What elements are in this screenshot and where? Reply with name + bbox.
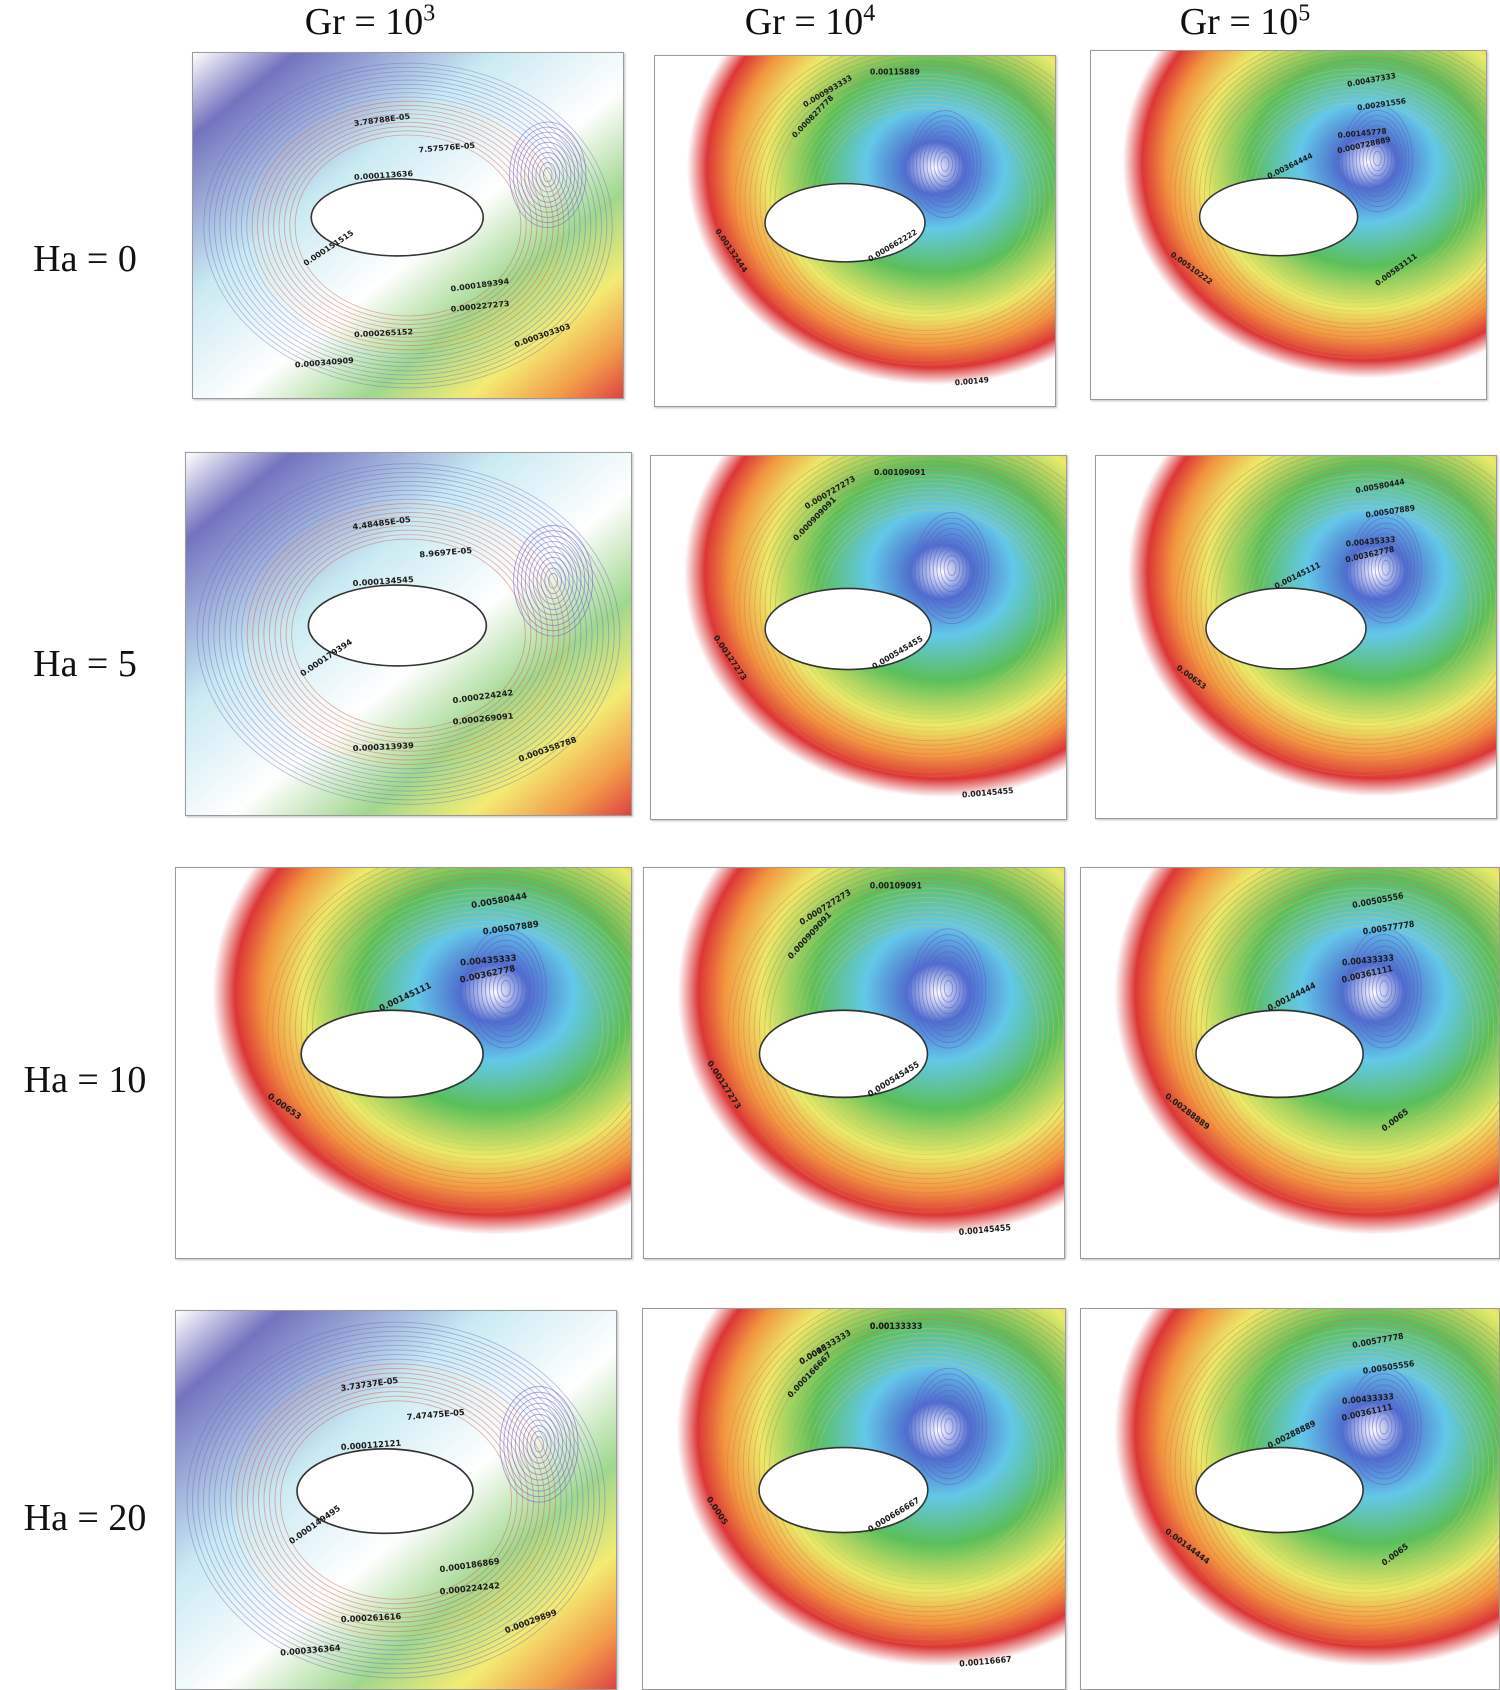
contour-panel: 3.78788E-05 7.57576E-05 0.000113636 0.00015… xyxy=(192,52,624,399)
contour-plot: 0.005804440.005078890.004353330.00362778… xyxy=(176,868,631,1258)
elliptic-cylinder xyxy=(764,182,926,263)
elliptic-cylinder xyxy=(307,584,488,667)
contour-plot: 0.001090910.0007272730.0009090910.000545… xyxy=(651,456,1066,819)
contour-lines xyxy=(1164,1309,1499,1645)
contour-lines xyxy=(734,56,1055,366)
elliptic-cylinder xyxy=(1195,1446,1364,1534)
contour-lines xyxy=(203,62,613,389)
contour-value-label: 0.000112121 xyxy=(340,1438,401,1452)
contour-panel: 0.00505556 0.00577778 0.00433333 0.00361111… xyxy=(1080,867,1500,1259)
contour-value-label: 0.00109091 xyxy=(874,468,926,477)
contour-value-label: 0.000134545 xyxy=(352,574,414,588)
contour-value-label: 0.000265152 xyxy=(354,327,413,339)
contour-value-label: 0.000113636 xyxy=(354,169,414,182)
elliptic-cylinder xyxy=(758,1009,929,1099)
contour-plot: 0.004373330.002915560.001457780.00072888… xyxy=(1091,51,1486,399)
contour-panel: 4.48485E-05 8.9697E-05 0.000134545 0.000179… xyxy=(185,452,632,816)
row-header-ha-10: Ha = 10 xyxy=(23,1059,147,1101)
column-header-gr-1e5: Gr = 105 xyxy=(1179,0,1311,43)
contour-plot: 0.0010.0008333330.0001666670.0006666670.… xyxy=(643,1309,1065,1689)
contour-lines xyxy=(196,463,621,805)
contour-plot: 3.73737E-057.47475E-050.0001121210.00014… xyxy=(176,1311,616,1689)
contour-panel: 0.00437333 0.00291556 0.00145778 0.00072888… xyxy=(1090,50,1487,400)
contour-plot: 3.78788E-057.57576E-050.0001136360.00015… xyxy=(193,53,623,398)
contour-plot: 0.001158890.0009933330.0008277780.000662… xyxy=(655,56,1055,406)
contour-value-label: 0.00149 xyxy=(954,375,989,387)
contour-value-label: 8.9697E-05 xyxy=(419,545,473,559)
contour-panel: 0.00577778 0.00505556 0.00433333 0.00361111… xyxy=(1080,1308,1500,1690)
contour-panel: 0.00580444 0.00507889 0.00435333 0.00362778… xyxy=(175,867,632,1259)
elliptic-cylinder xyxy=(300,1009,484,1099)
contour-plot: 4.48485E-058.9697E-050.0001345450.000179… xyxy=(186,453,631,815)
column-header-gr-1e4: Gr = 104 xyxy=(744,0,876,43)
contour-plot: 0.005055560.005777780.004333330.00361111… xyxy=(1081,868,1499,1258)
contour-value-label: 0.00435333 xyxy=(1345,535,1395,549)
contour-value-label: 0.00433333 xyxy=(1342,952,1395,967)
contour-panel: 3.73737E-05 7.47475E-05 0.000112121 0.00014… xyxy=(175,1310,617,1690)
contour-plot: 0.001090910.0007272730.0009090910.000545… xyxy=(644,868,1064,1258)
column-header-gr-1e3: Gr = 103 xyxy=(304,0,436,43)
contour-panel: 0.001 0.000833333 0.000166667 0.000666667 0.… xyxy=(642,1308,1066,1690)
contour-panel: 0.00580444 0.00507889 0.00435333 0.00362778… xyxy=(1095,455,1497,819)
contour-lines xyxy=(1175,456,1496,776)
elliptic-cylinder xyxy=(758,1446,929,1534)
elliptic-cylinder xyxy=(1195,1009,1364,1099)
contour-value-label: 0.00145455 xyxy=(958,1222,1011,1237)
row-header-ha-5: Ha = 5 xyxy=(33,643,137,685)
contour-panel: 0.00115889 0.000993333 0.000827778 0.000662… xyxy=(654,55,1056,407)
elliptic-cylinder xyxy=(1198,177,1359,257)
contour-value-label: 0.00133333 xyxy=(870,1321,923,1331)
contour-plot: 0.005777780.005055560.004333330.00361111… xyxy=(1081,1309,1499,1689)
contour-value-label: 0.000261616 xyxy=(341,1611,402,1624)
contour-value-label: 0.00145778 xyxy=(1337,126,1387,140)
elliptic-cylinder xyxy=(764,587,932,671)
contour-value-label: 0.00116667 xyxy=(959,1654,1012,1669)
contour-plot: 0.005804440.005078890.004353330.00362778… xyxy=(1096,456,1496,818)
contour-value-label: 0.001 xyxy=(870,1321,895,1331)
row-header-ha-0: Ha = 0 xyxy=(33,238,137,280)
contour-panel: 0.00109091 0.000727273 0.000909091 0.000545… xyxy=(643,867,1065,1259)
contour-lines xyxy=(186,1321,606,1679)
elliptic-cylinder xyxy=(296,1448,474,1535)
contour-lines xyxy=(733,456,1066,777)
contour-value-label: 0.00109091 xyxy=(870,880,922,890)
contour-value-label: 0.00435333 xyxy=(460,954,517,969)
contour-value-label: 0.000313939 xyxy=(352,740,414,753)
elliptic-cylinder xyxy=(310,178,485,257)
row-header-ha-20: Ha = 20 xyxy=(23,1497,147,1539)
contour-lines xyxy=(727,868,1064,1213)
elliptic-cylinder xyxy=(1205,587,1367,670)
contour-value-label: 0.00433333 xyxy=(1342,1391,1395,1406)
contour-value-label: 0.00115889 xyxy=(870,67,920,76)
contour-panel: 0.00109091 0.000727273 0.000909091 0.000545… xyxy=(650,455,1067,820)
